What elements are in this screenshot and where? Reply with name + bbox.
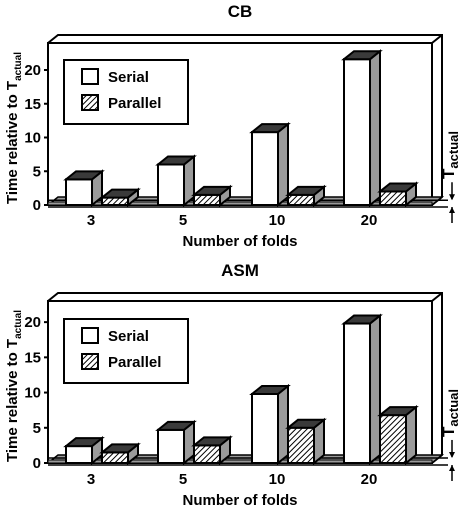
- bar-top-serial-5: [155, 155, 197, 166]
- bar-top-parallel-10: [285, 185, 327, 196]
- y-axis-label: Time relative to Tactual: [4, 310, 24, 462]
- side-label: Tactual: [439, 389, 461, 437]
- bar-side-serial-20: [369, 49, 381, 208]
- y-tick-label: 15: [24, 96, 41, 113]
- chart-title: CB: [228, 2, 253, 21]
- bar-serial-5: [157, 428, 185, 465]
- bar-serial-20: [343, 322, 371, 464]
- arrow-down-head: [449, 451, 455, 458]
- bar-side-parallel-20: [405, 405, 417, 466]
- bar-parallel-3: [101, 451, 129, 465]
- plot-box-edge: [431, 292, 443, 302]
- legend-label-serial: Serial: [108, 328, 149, 345]
- legend-label-parallel: Parallel: [108, 354, 161, 371]
- bar-side-serial-20: [369, 313, 381, 466]
- y-tick-label: 10: [24, 130, 41, 147]
- bar-top-serial-5: [155, 420, 197, 431]
- bar-top-serial-20: [341, 314, 383, 325]
- legend-swatch-parallel: [81, 353, 99, 370]
- bar-top-parallel-3: [99, 188, 141, 199]
- bar-parallel-10: [287, 193, 315, 206]
- x-tick-label: 10: [269, 471, 286, 488]
- legend-swatch-parallel: [81, 94, 99, 111]
- bar-top-serial-3: [63, 170, 105, 181]
- legend-swatch-serial: [81, 327, 99, 344]
- arrow-up-head: [449, 207, 455, 213]
- y-tick-label: 5: [33, 420, 41, 437]
- bar-parallel-3: [101, 196, 129, 206]
- y-tick-label: 15: [24, 349, 41, 366]
- y-tick-label: 20: [24, 62, 41, 79]
- bar-parallel-5: [193, 444, 221, 464]
- y-tick-label: 0: [33, 455, 41, 472]
- y-tick-label: 0: [33, 197, 41, 214]
- arrow-up-head: [449, 465, 455, 471]
- bar-parallel-20: [379, 414, 407, 464]
- bar-serial-10: [251, 131, 279, 207]
- arrow-down-head: [449, 194, 455, 201]
- bar-top-serial-10: [249, 384, 291, 395]
- bar-parallel-5: [193, 193, 221, 206]
- bar-side-serial-10: [277, 122, 289, 208]
- x-tick-label: 20: [361, 471, 378, 488]
- bar-serial-3: [65, 445, 93, 464]
- chart-panel-cb: CB 0 5 10 15 20 3 5 10 20 Serial Parallel Number of …: [4, 2, 461, 250]
- legend: Serial Parallel: [63, 318, 189, 384]
- x-tick-label: 20: [361, 212, 378, 229]
- bar-top-parallel-5: [191, 185, 233, 196]
- legend-label-serial: Serial: [108, 69, 149, 86]
- bar-serial-10: [251, 392, 279, 464]
- bar-top-parallel-5: [191, 436, 233, 447]
- bar-serial-5: [157, 163, 185, 206]
- side-label: Tactual: [439, 131, 461, 179]
- x-tick-label: 3: [87, 212, 95, 229]
- chart-panel-asm: ASM 0 5 10 15 20 3 5 10 20 Serial Parallel Number of…: [4, 261, 461, 508]
- y-tick-label: 5: [33, 163, 41, 180]
- bar-top-parallel-20: [377, 182, 419, 193]
- bar-side-serial-10: [277, 383, 289, 466]
- x-axis-label: Number of folds: [183, 233, 298, 250]
- x-tick-label: 3: [87, 471, 95, 488]
- x-axis-label: Number of folds: [183, 492, 298, 508]
- bar-parallel-10: [287, 426, 315, 465]
- bar-serial-3: [65, 178, 93, 207]
- bar-parallel-20: [379, 190, 407, 206]
- y-tick-label: 20: [24, 314, 41, 331]
- x-tick-label: 5: [179, 471, 187, 488]
- bar-top-serial-20: [341, 50, 383, 61]
- plot-box-edge: [431, 34, 443, 44]
- x-tick-label: 5: [179, 212, 187, 229]
- x-tick-label: 10: [269, 212, 286, 229]
- bar-serial-20: [343, 58, 371, 207]
- bar-top-serial-10: [249, 123, 291, 134]
- bar-top-parallel-10: [285, 418, 327, 429]
- y-tick-label: 10: [24, 385, 41, 402]
- chart-title: ASM: [221, 261, 259, 280]
- legend-swatch-serial: [81, 68, 99, 85]
- legend: Serial Parallel: [63, 59, 189, 125]
- legend-label-parallel: Parallel: [108, 95, 161, 112]
- bar-top-parallel-20: [377, 406, 419, 417]
- floor-front: [47, 459, 433, 464]
- y-axis-label: Time relative to Tactual: [4, 52, 24, 204]
- bar-top-serial-3: [63, 437, 105, 448]
- bar-top-parallel-3: [99, 443, 141, 454]
- floor-front: [47, 201, 433, 206]
